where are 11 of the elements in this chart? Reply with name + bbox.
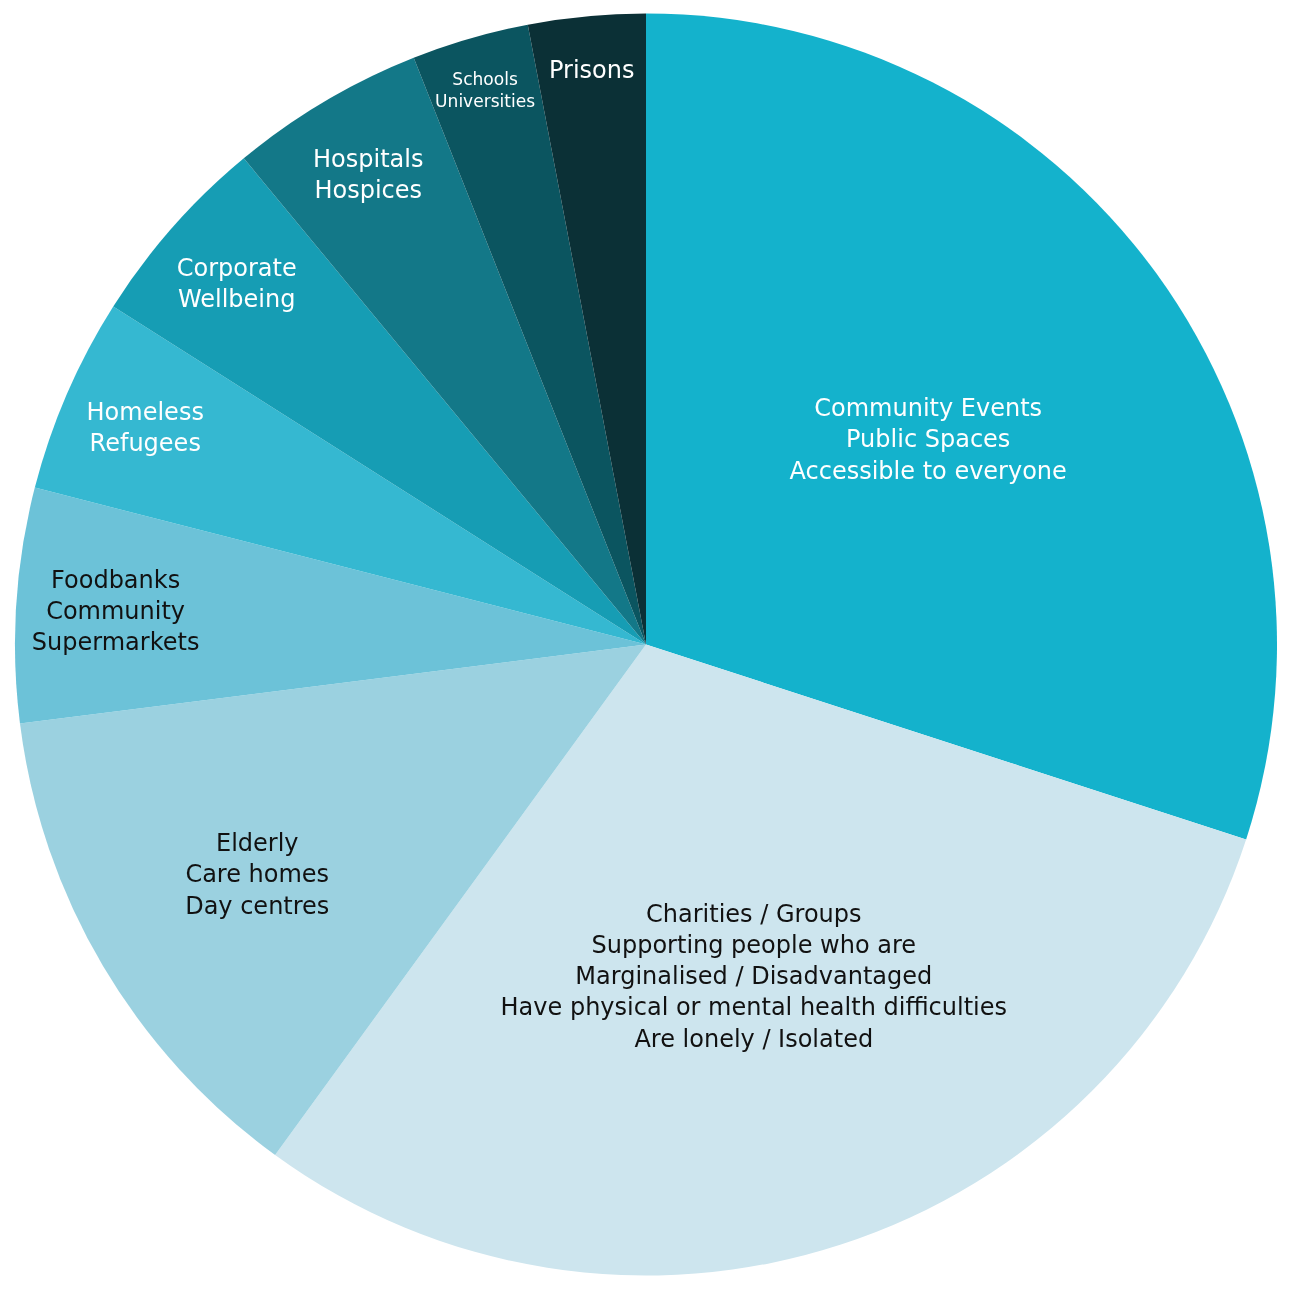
slice-label: Corporate Wellbeing	[176, 254, 297, 314]
slice-label: Prisons	[548, 56, 635, 85]
slice-label: Community Events Public Spaces Accessible to everyone	[789, 394, 1067, 485]
slice-label: Hospitals Hospices	[313, 145, 424, 205]
pie-slice	[15, 487, 646, 724]
pie-slice	[646, 13, 1276, 840]
slice-label: Schools Universities	[435, 69, 536, 112]
slice-label: Foodbanks Community Supermarkets	[31, 565, 200, 657]
slice-label: Charities / Groups Supporting people who are Marginalised / Disadvantaged Have physical or mental health difficulties Are lonely / Isolated	[500, 899, 1008, 1053]
slice-label: Homeless Refugees	[86, 398, 204, 458]
slice-label: Elderly Care homes Day centres	[185, 829, 330, 920]
